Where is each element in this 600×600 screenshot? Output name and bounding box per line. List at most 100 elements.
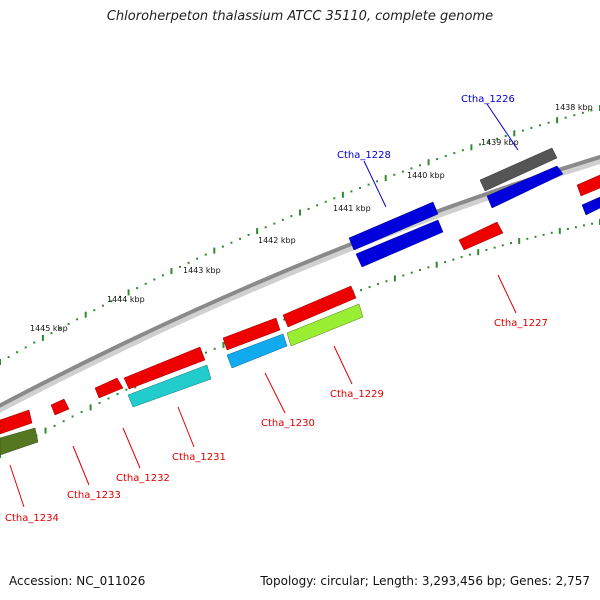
gene-red-far-right[interactable] [576, 174, 600, 197]
gene-ctha-1234-red[interactable] [0, 409, 33, 435]
outer-scale-tick [461, 149, 464, 152]
label-ctha-1229[interactable]: Ctha_1229 [330, 389, 384, 400]
outer-scale-tick [119, 295, 121, 298]
outer-scale-tick [590, 109, 593, 112]
gene-ctha-1228-outer[interactable] [348, 201, 439, 251]
inner-scale-tick [393, 275, 396, 282]
inner-scale-tick [377, 283, 379, 286]
outer-scale-tick [136, 287, 139, 290]
inner-scale-tick [468, 253, 471, 256]
gene-blue-1226-inner[interactable] [486, 165, 564, 209]
gene-ctha-1229-lime[interactable] [286, 303, 364, 347]
outer-scale-tick [76, 318, 79, 321]
outer-scale-tick [264, 226, 267, 229]
outer-scale-tick [196, 257, 199, 260]
inner-scale-tick [493, 246, 496, 249]
leader-ctha-1227 [497, 274, 517, 314]
label-ctha-1230[interactable]: Ctha_1230 [261, 418, 315, 429]
outer-scale-tick [7, 356, 10, 359]
scale-label-1445: 1445 kbp [30, 324, 68, 333]
outer-scale-tick [170, 268, 173, 275]
outer-scale-tick [564, 116, 567, 119]
outer-scale-tick [367, 183, 370, 186]
inner-scale-tick [542, 233, 545, 236]
outer-scale-tick [93, 309, 96, 312]
outer-scale-tick [59, 327, 61, 330]
gene-ctha-1233[interactable] [50, 398, 70, 416]
outer-scale-tick [444, 155, 447, 158]
outer-scale-tick [204, 253, 207, 256]
gene-ctha-1231-red[interactable] [123, 346, 206, 390]
label-ctha-1234[interactable]: Ctha_1234 [5, 513, 59, 524]
label-ctha-1227[interactable]: Ctha_1227 [494, 318, 548, 329]
inner-scale-tick [53, 424, 56, 427]
label-ctha-1228[interactable]: Ctha_1228 [337, 150, 391, 161]
inner-scale-tick [526, 237, 529, 240]
gene-ctha-1232[interactable] [94, 377, 124, 399]
gene-ctha-1226[interactable] [479, 147, 558, 192]
label-ctha-1231[interactable]: Ctha_1231 [172, 452, 226, 463]
outer-scale-tick [419, 164, 421, 167]
outer-scale-tick [187, 261, 190, 264]
gene-ctha-1229-red[interactable] [282, 285, 357, 328]
outer-scale-tick [16, 351, 19, 354]
leader-ctha-1228 [363, 160, 387, 208]
outer-scale-tick [239, 237, 241, 240]
gene-ctha-1228-inner[interactable] [355, 219, 444, 268]
inner-scale-tick [444, 261, 447, 264]
outer-scale-tick [427, 159, 430, 166]
inner-scale-tick [116, 393, 119, 395]
inner-scale-tick [125, 388, 128, 391]
gene-ctha-1231-cyan[interactable] [127, 364, 212, 408]
outer-scale-tick [24, 346, 27, 349]
inner-scale-tick [477, 249, 480, 256]
gene-ctha-1230[interactable] [226, 333, 288, 369]
inner-scale-tick [419, 269, 421, 271]
outer-scale-tick [359, 187, 361, 189]
outer-scale-tick [547, 121, 550, 124]
outer-scale-tick [230, 241, 233, 244]
outer-scale-tick [470, 144, 473, 151]
inner-scale-tick [518, 238, 521, 244]
inner-scale-tick [98, 401, 101, 404]
label-leader-lines [9, 103, 519, 508]
inner-scale-tick [510, 242, 512, 245]
gene-ctha-1234-olive[interactable] [0, 427, 39, 456]
outer-scale-tick [496, 137, 499, 140]
outer-scale-tick [539, 124, 541, 127]
outer-scale-tick [307, 207, 310, 210]
inner-scale-tick [550, 231, 553, 234]
gene-red-1230-outer[interactable] [222, 317, 281, 351]
inner-scale-tick [558, 227, 561, 234]
inner-scale-tick [435, 261, 438, 268]
outer-scale-tick [299, 209, 301, 216]
outer-scale-tick [67, 322, 70, 325]
label-ctha-1226[interactable]: Ctha_1226 [461, 94, 515, 105]
outer-scale-tick [281, 218, 284, 221]
outer-scale-tick [247, 233, 250, 236]
leader-ctha-1231 [177, 406, 195, 448]
outer-scale-tick [179, 265, 181, 268]
outer-scale-tick [436, 158, 439, 161]
scale-label-1443: 1443 kbp [183, 266, 221, 275]
label-ctha-1232[interactable]: Ctha_1232 [116, 473, 170, 484]
outer-scale-tick [0, 359, 1, 365]
outer-scale-tick [110, 300, 113, 303]
outer-scale-tick [161, 274, 164, 277]
gene-ctha-1227[interactable] [458, 221, 504, 251]
outer-scale-tick [333, 197, 336, 200]
outer-scale-tick [273, 222, 276, 225]
inner-scale-tick [71, 415, 74, 418]
outer-scale-tick [101, 304, 104, 307]
label-ctha-1233[interactable]: Ctha_1233 [67, 490, 121, 501]
inner-scale-tick [485, 248, 488, 251]
inner-scale-tick [89, 404, 92, 411]
gene-blue-far-right[interactable] [581, 196, 600, 216]
inner-scale-tick [452, 258, 455, 261]
inner-scale-tick [80, 410, 83, 413]
outer-scale-tick [50, 332, 53, 335]
scale-label-1438: 1438 kbp [555, 103, 593, 112]
inner-scale-tick [583, 224, 585, 227]
inner-scale-tick [222, 341, 225, 348]
